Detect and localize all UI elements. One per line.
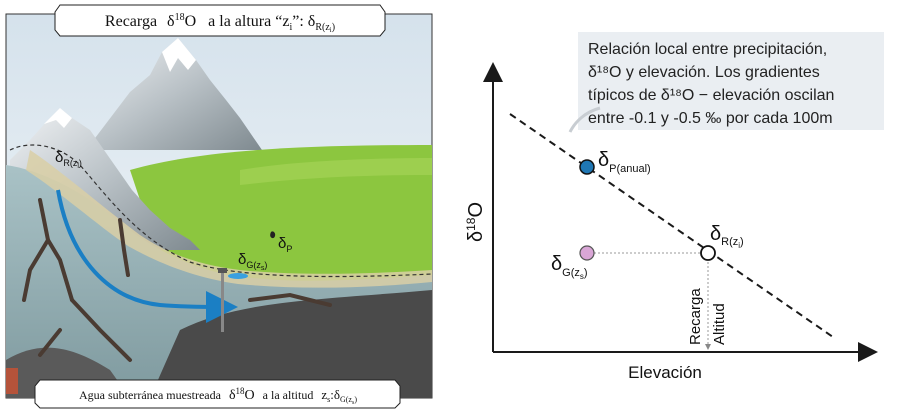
y-axis-label: δ18O bbox=[464, 202, 487, 242]
snow-cap-front bbox=[44, 108, 72, 128]
red-outcrop bbox=[6, 368, 18, 394]
isotope-elevation-plot: Relación local entre precipitación, δ¹⁸O… bbox=[464, 32, 884, 382]
note-box bbox=[578, 32, 884, 130]
note-line-2: δ¹⁸O y elevación. Los gradientes bbox=[588, 64, 820, 81]
recharge-zone bbox=[26, 150, 432, 288]
note-line-3: típicos de δ¹⁸O − elevación oscilan bbox=[588, 87, 834, 104]
landscape-diagram: Recarga δ18O a la altura “zi”: δR(zi) Ag… bbox=[5, 4, 433, 409]
note-line-4: entre -0.1 y -0.5 ‰ por cada 100m bbox=[588, 110, 833, 127]
note-pointer bbox=[568, 106, 601, 133]
bottom-banner-text: Agua subterránea muestreada δ18O a la al… bbox=[79, 386, 357, 406]
label-point-r: δR(zi) bbox=[710, 223, 744, 250]
grass-plain bbox=[130, 145, 432, 300]
point-delta-p bbox=[579, 159, 595, 175]
top-banner-title: Recarga δ18O a la altura “zi”: δR(zi) bbox=[105, 12, 335, 34]
top-banner-box bbox=[54, 4, 386, 37]
well-head bbox=[218, 268, 227, 273]
label-delta-g: δG(zs) bbox=[238, 251, 267, 272]
label-point-g: δG(zs) bbox=[551, 253, 588, 281]
note-text: Relación local entre precipitación, δ¹⁸O… bbox=[588, 41, 834, 127]
label-delta-r: δR(zi) bbox=[55, 149, 82, 170]
well-water-icon bbox=[228, 273, 248, 279]
label-recarga: Recarga bbox=[687, 288, 704, 345]
well bbox=[221, 272, 224, 332]
mountain-back bbox=[86, 38, 262, 150]
note-line-1: Relación local entre precipitación, bbox=[588, 41, 827, 58]
bottom-banner-box bbox=[34, 379, 401, 409]
flow-arrow bbox=[56, 189, 238, 323]
point-delta-r bbox=[700, 245, 716, 261]
fractures bbox=[22, 198, 332, 362]
snow-cap-back bbox=[162, 38, 196, 72]
label-delta-p: δP bbox=[278, 235, 292, 254]
trend-line bbox=[509, 113, 834, 338]
grass-highlight bbox=[240, 158, 432, 185]
point-delta-g bbox=[579, 245, 595, 261]
raindrop-icon bbox=[270, 231, 276, 239]
label-point-p: δP(anual) bbox=[598, 149, 651, 175]
x-axis-label: Elevación bbox=[628, 363, 702, 382]
label-altitud: Altitud bbox=[711, 303, 728, 345]
